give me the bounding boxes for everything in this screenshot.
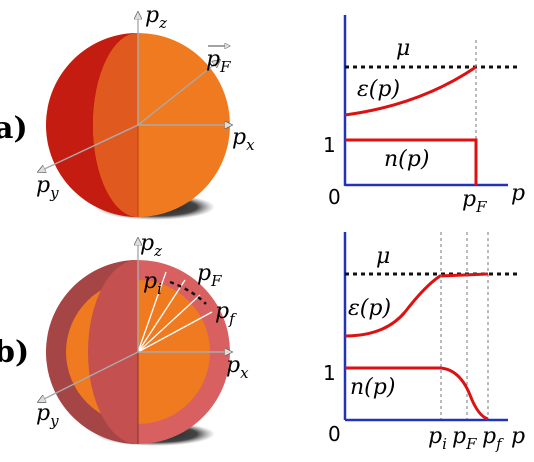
panel-b: b) pz pi pF pf px py bbox=[0, 231, 525, 453]
plot-b: μ ε(p) 1 n(p) 0 pi pF pf p bbox=[323, 232, 525, 453]
pz-label-b: pz bbox=[140, 231, 162, 260]
one-label-a: 1 bbox=[323, 133, 336, 157]
py-label-b: py bbox=[36, 401, 59, 430]
pF-tick-label-a: pF bbox=[462, 187, 487, 216]
panel-a-letter: a) bbox=[0, 111, 28, 146]
panel-b-letter: b) bbox=[0, 335, 29, 370]
one-label-b: 1 bbox=[323, 361, 336, 385]
pz-label-a: pz bbox=[145, 3, 167, 32]
p-axis-label-a: p bbox=[511, 181, 525, 206]
mu-label-a: μ bbox=[396, 36, 410, 61]
pF-label-a: pF bbox=[206, 47, 231, 76]
pF-tick-label-b: pF bbox=[452, 424, 477, 453]
p-axis-label-b: p bbox=[511, 424, 525, 449]
mu-label-b: μ bbox=[376, 244, 390, 269]
zero-label-b: 0 bbox=[328, 422, 341, 446]
plot-a: μ ε(p) 1 n(p) 0 pF p bbox=[323, 15, 525, 216]
n-label-a: n(p) bbox=[384, 147, 429, 172]
pi-tick-label-b: pi bbox=[428, 424, 447, 453]
px-label-b: px bbox=[226, 353, 249, 382]
pf-label-b: pf bbox=[215, 299, 237, 328]
n-label-b: n(p) bbox=[350, 375, 395, 400]
pf-tick-label-b: pf bbox=[482, 424, 504, 453]
panel-a: a) pz pF px py μ ε(p) bbox=[0, 3, 525, 220]
py-label-a: py bbox=[36, 173, 59, 202]
epsilon-label-a: ε(p) bbox=[357, 77, 400, 102]
px-label-a: px bbox=[232, 125, 255, 154]
zero-label-a: 0 bbox=[328, 185, 341, 209]
pF-label-b: pF bbox=[197, 261, 222, 290]
epsilon-label-b: ε(p) bbox=[348, 296, 391, 321]
